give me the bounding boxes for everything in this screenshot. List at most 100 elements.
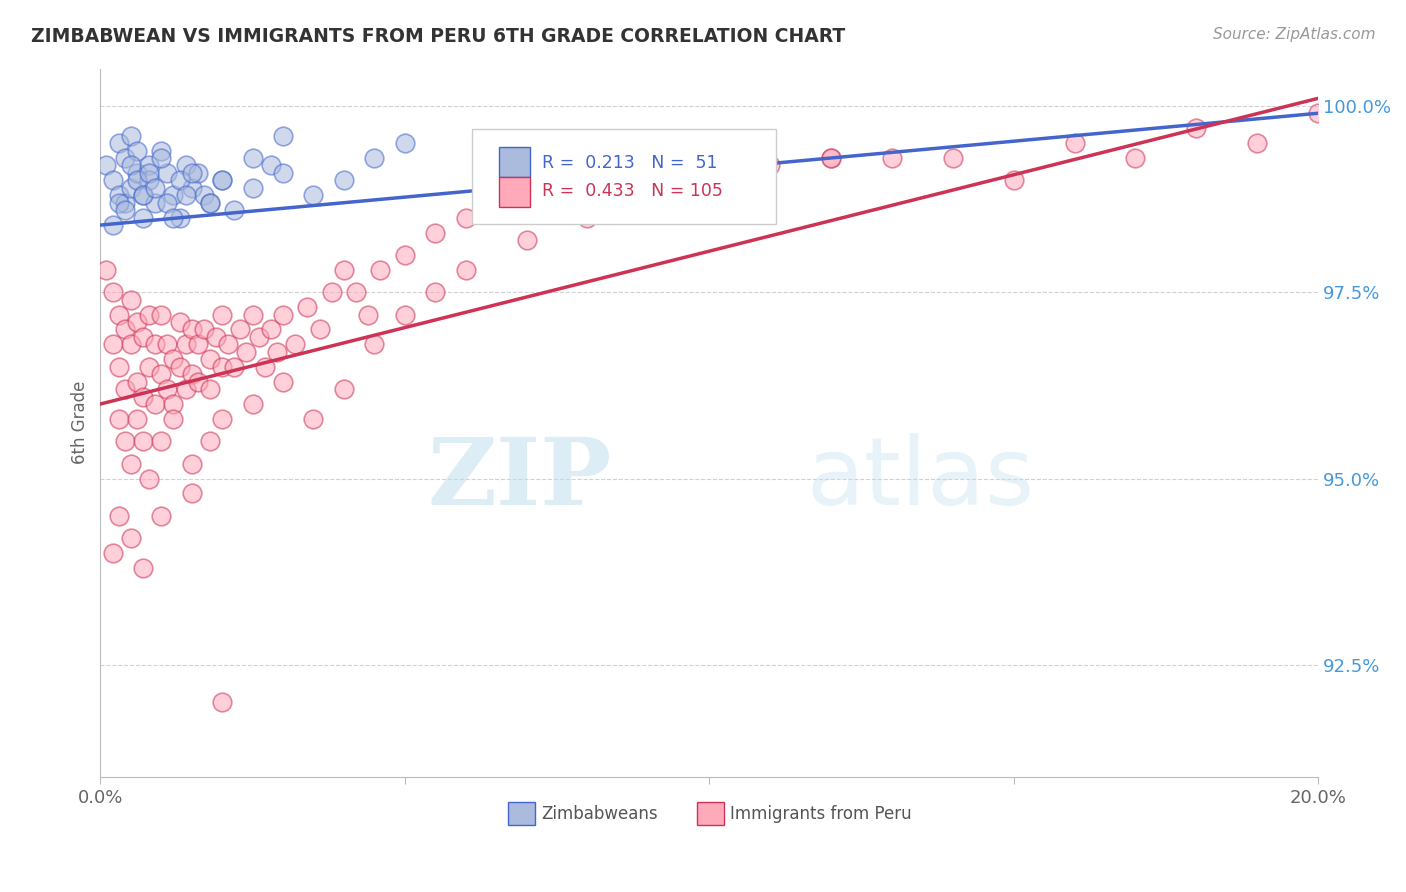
Point <box>198 382 221 396</box>
Point <box>363 151 385 165</box>
Point <box>143 397 166 411</box>
Point <box>107 136 129 150</box>
Point <box>132 330 155 344</box>
Point <box>211 695 233 709</box>
Point <box>205 330 228 344</box>
Point <box>1063 136 1085 150</box>
Point <box>143 181 166 195</box>
Point <box>321 285 343 300</box>
Point <box>454 262 477 277</box>
Point <box>162 397 184 411</box>
Point <box>180 181 202 195</box>
Point <box>107 412 129 426</box>
Point <box>132 434 155 449</box>
Point <box>260 322 283 336</box>
Point <box>180 367 202 381</box>
Point <box>125 144 148 158</box>
Bar <box>499 177 530 207</box>
Point <box>516 233 538 247</box>
Point <box>516 173 538 187</box>
Text: ZIP: ZIP <box>427 434 612 524</box>
Bar <box>509 802 536 825</box>
Point <box>211 412 233 426</box>
Point <box>187 337 209 351</box>
Point <box>101 546 124 560</box>
Point <box>637 188 659 202</box>
Point <box>174 188 197 202</box>
Point <box>247 330 270 344</box>
Point <box>120 128 142 143</box>
Point <box>302 412 325 426</box>
Point <box>138 173 160 187</box>
Point <box>162 352 184 367</box>
Point <box>169 211 191 225</box>
Point <box>150 508 173 523</box>
Point <box>284 337 307 351</box>
Point <box>224 203 246 218</box>
Point <box>156 382 179 396</box>
Point <box>120 181 142 195</box>
Point <box>198 434 221 449</box>
Point <box>132 390 155 404</box>
Point <box>120 158 142 172</box>
Point <box>132 561 155 575</box>
Point <box>637 136 659 150</box>
Point <box>297 300 319 314</box>
Point <box>138 158 160 172</box>
FancyBboxPatch shape <box>472 128 776 224</box>
Point <box>942 151 965 165</box>
Point <box>333 173 356 187</box>
Point <box>101 285 124 300</box>
Point <box>125 375 148 389</box>
Point <box>187 375 209 389</box>
Point <box>308 322 330 336</box>
Point <box>454 211 477 225</box>
Point <box>187 166 209 180</box>
Point <box>101 337 124 351</box>
Point <box>1002 173 1025 187</box>
Point <box>125 315 148 329</box>
Text: ZIMBABWEAN VS IMMIGRANTS FROM PERU 6TH GRADE CORRELATION CHART: ZIMBABWEAN VS IMMIGRANTS FROM PERU 6TH G… <box>31 27 845 45</box>
Point <box>138 166 160 180</box>
Point <box>425 226 447 240</box>
Point <box>344 285 367 300</box>
Point <box>302 188 325 202</box>
Point <box>96 262 118 277</box>
Point <box>198 195 221 210</box>
Point <box>120 337 142 351</box>
Point <box>169 359 191 374</box>
Point <box>174 158 197 172</box>
Point <box>229 322 252 336</box>
Point <box>211 173 233 187</box>
Point <box>101 173 124 187</box>
Point <box>880 151 903 165</box>
Point <box>107 188 129 202</box>
Point <box>198 195 221 210</box>
Point <box>180 322 202 336</box>
Point <box>546 158 568 172</box>
Point <box>143 337 166 351</box>
Point <box>271 128 294 143</box>
Bar <box>499 147 530 177</box>
Point <box>132 211 155 225</box>
Text: Source: ZipAtlas.com: Source: ZipAtlas.com <box>1212 27 1375 42</box>
Point <box>394 248 416 262</box>
Point <box>138 308 160 322</box>
Point <box>224 359 246 374</box>
Point <box>242 151 264 165</box>
Point <box>120 457 142 471</box>
Point <box>242 308 264 322</box>
Point <box>820 151 842 165</box>
Point <box>162 412 184 426</box>
Point <box>394 308 416 322</box>
Point <box>357 308 380 322</box>
Point <box>211 308 233 322</box>
Point <box>101 218 124 232</box>
Point <box>156 337 179 351</box>
Point <box>138 472 160 486</box>
Point <box>759 158 782 172</box>
Text: atlas: atlas <box>807 434 1035 525</box>
Point <box>271 375 294 389</box>
Point <box>125 166 148 180</box>
Point <box>174 337 197 351</box>
